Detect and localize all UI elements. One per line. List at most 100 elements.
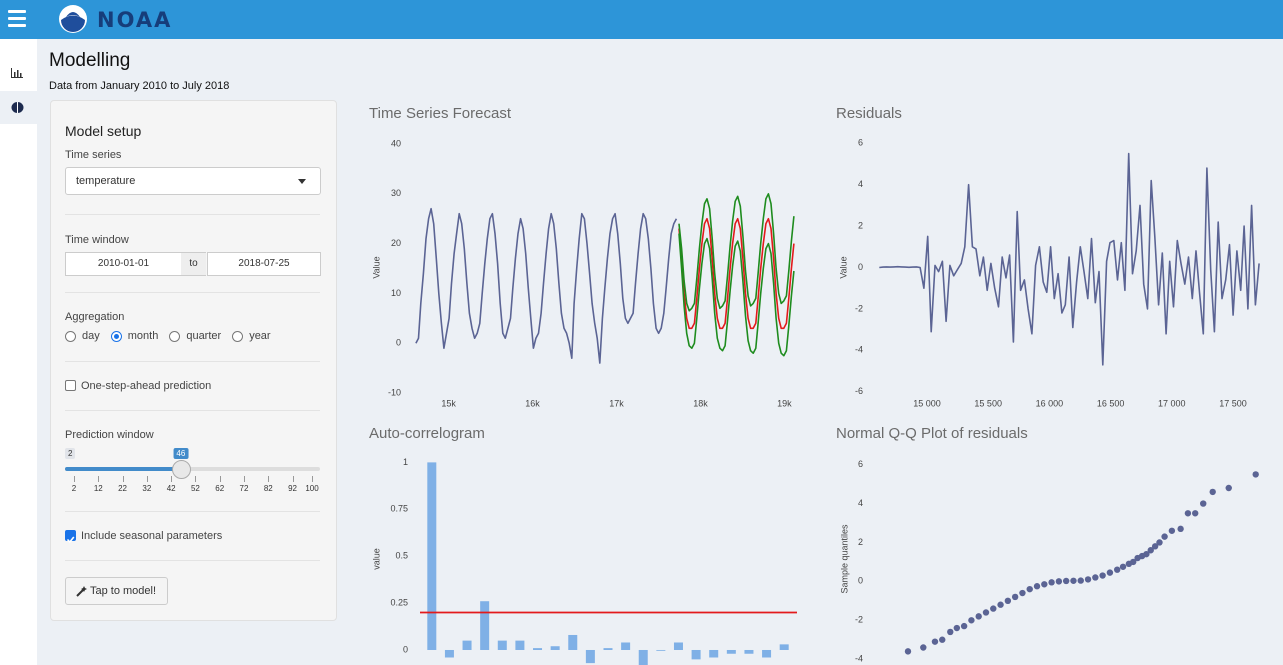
y-axis-label: Sample quantiles (839, 524, 849, 594)
y-tick-label: 40 (391, 138, 401, 148)
slider-tick-label: 100 (305, 484, 319, 493)
point (1092, 574, 1099, 581)
point (997, 601, 1004, 608)
radio-button[interactable] (169, 330, 181, 342)
radio-option[interactable]: quarter (169, 330, 221, 342)
nav-charts[interactable] (0, 59, 37, 89)
chart-title: Time Series Forecast (369, 105, 512, 122)
y-tick-label: -6 (855, 386, 863, 396)
slider-tick-label: 82 (263, 484, 273, 493)
y-tick-label: 2 (858, 220, 863, 230)
x-tick-label: 16k (525, 398, 540, 408)
radio-button[interactable] (65, 330, 76, 342)
radio-label: month (127, 330, 159, 342)
slider-tick-label: 92 (288, 484, 298, 493)
bar (533, 648, 543, 650)
radio-group: day month quarter year (65, 330, 282, 342)
radio-option[interactable]: month (110, 330, 159, 342)
divider (65, 292, 320, 293)
bar (762, 649, 772, 658)
brand: NOAA (97, 8, 173, 32)
bar (673, 642, 683, 650)
x-tick-label: 15 500 (974, 398, 1002, 408)
divider (65, 410, 320, 411)
checkbox[interactable] (65, 530, 76, 544)
y-tick-label: 10 (391, 288, 401, 298)
point (939, 636, 946, 643)
series-line (678, 193, 795, 312)
radio-button[interactable] (110, 330, 122, 342)
radio-button[interactable] (232, 330, 244, 342)
model-icon (11, 102, 24, 113)
y-tick-label: 1 (403, 457, 408, 467)
slider-tick-label: 42 (166, 484, 176, 493)
point (1106, 569, 1114, 576)
field-label: Time window (65, 234, 129, 246)
point (1062, 577, 1070, 585)
y-tick-label: 0.5 (395, 551, 408, 561)
bar (585, 649, 595, 664)
slider-tick-label: 12 (93, 484, 103, 493)
slider-value: 46 (173, 448, 189, 459)
charts: Time Series ForecastValue-1001020304015k… (369, 105, 1260, 665)
point (1048, 579, 1055, 586)
point (1004, 597, 1012, 605)
y-axis-label: Value (371, 256, 381, 278)
plot-area: Time Series ForecastValue-1001020304015k… (369, 105, 1260, 665)
bar (515, 640, 525, 650)
chart-title: Residuals (836, 105, 902, 122)
select-caret (298, 179, 306, 184)
radio-option[interactable]: year (232, 330, 271, 342)
point (982, 609, 990, 616)
wand-icon (76, 586, 87, 597)
x-tick-label: 18k (693, 398, 708, 408)
y-tick-label: 0.75 (390, 504, 408, 514)
point (1011, 593, 1019, 601)
form-title: Model setup (65, 123, 142, 139)
y-tick-label: 0 (858, 576, 863, 586)
bar (638, 649, 648, 665)
point (1084, 576, 1092, 583)
y-tick-label: 20 (391, 238, 401, 248)
point (968, 617, 975, 624)
checkbox-label: Include seasonal parameters (81, 530, 223, 542)
point (1209, 488, 1216, 496)
field-label: Time series (65, 149, 122, 161)
point (1161, 533, 1168, 540)
slider-track (65, 467, 320, 471)
divider (65, 511, 320, 512)
slider-handle[interactable] (171, 460, 191, 479)
divider (65, 560, 320, 561)
bar (709, 649, 719, 658)
nav-model[interactable] (0, 91, 37, 124)
x-tick-label: 19k (777, 398, 792, 408)
date-start[interactable]: 2010-01-01 (65, 252, 182, 276)
x-tick-label: 16 000 (1036, 398, 1064, 408)
x-tick-label: 16 500 (1097, 398, 1125, 408)
series-line (415, 207, 678, 364)
bar (427, 462, 437, 650)
point (947, 628, 954, 636)
date-end[interactable]: 2018-07-25 (207, 252, 321, 276)
select[interactable]: temperature (65, 167, 321, 195)
x-tick-label: 15 000 (913, 398, 941, 408)
bar (603, 648, 613, 650)
x-tick-label: 17 500 (1219, 398, 1247, 408)
menu-toggle[interactable] (8, 10, 26, 27)
point (953, 624, 961, 632)
point (1252, 471, 1259, 478)
point (920, 644, 927, 651)
checkbox[interactable] (65, 380, 76, 391)
point (1070, 577, 1077, 584)
bar (568, 634, 578, 650)
top-bar: NOAA (0, 0, 1283, 39)
model-button[interactable]: Tap to model! (65, 577, 168, 605)
bar (621, 642, 631, 650)
y-tick-label: 0 (858, 262, 863, 272)
point (1156, 539, 1163, 546)
date-separator: to (181, 252, 206, 276)
y-tick-label: 0 (403, 644, 408, 654)
radio-option[interactable]: day (65, 330, 100, 342)
point (904, 648, 912, 655)
slider-tick (98, 476, 100, 482)
